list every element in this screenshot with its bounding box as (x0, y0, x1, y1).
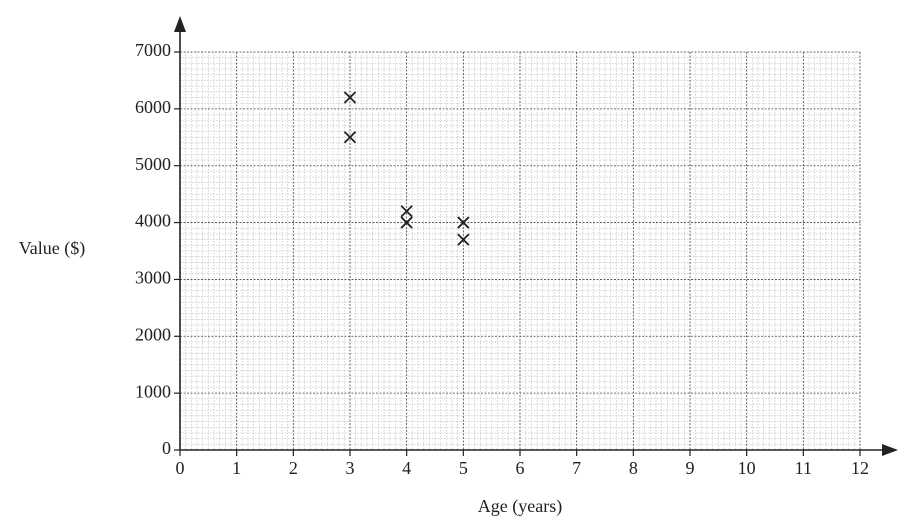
y-axis-arrow (174, 16, 186, 32)
x-tick-label: 9 (686, 458, 695, 478)
x-tick-label: 1 (232, 458, 241, 478)
y-tick-label: 7000 (135, 40, 171, 60)
x-tick-label: 0 (176, 458, 185, 478)
y-tick-label: 3000 (135, 268, 171, 288)
data-point (343, 131, 357, 144)
x-tick-label: 4 (402, 458, 411, 478)
x-tick-label: 7 (572, 458, 581, 478)
data-point (400, 205, 413, 218)
y-axis-label: Value ($) (19, 238, 85, 259)
x-tick-label: 8 (629, 458, 638, 478)
x-tick-label: 12 (851, 458, 869, 478)
data-point (457, 233, 470, 246)
x-axis-label: Age (years) (478, 496, 562, 517)
x-tick-label: 10 (738, 458, 756, 478)
x-tick-label: 11 (795, 458, 812, 478)
y-tick-label: 5000 (135, 154, 171, 174)
x-tick-label: 5 (459, 458, 468, 478)
x-tick-label: 2 (289, 458, 298, 478)
y-tick-label: 1000 (135, 381, 171, 401)
data-point (400, 216, 413, 229)
data-point (343, 91, 357, 104)
y-tick-label: 2000 (135, 324, 171, 344)
x-axis-arrow (882, 444, 898, 456)
y-tick-label: 0 (162, 438, 171, 458)
y-tick-label: 6000 (135, 97, 171, 117)
data-point (457, 216, 470, 229)
x-tick-label: 6 (516, 458, 525, 478)
y-tick-label: 4000 (135, 211, 171, 231)
x-tick-label: 3 (346, 458, 355, 478)
